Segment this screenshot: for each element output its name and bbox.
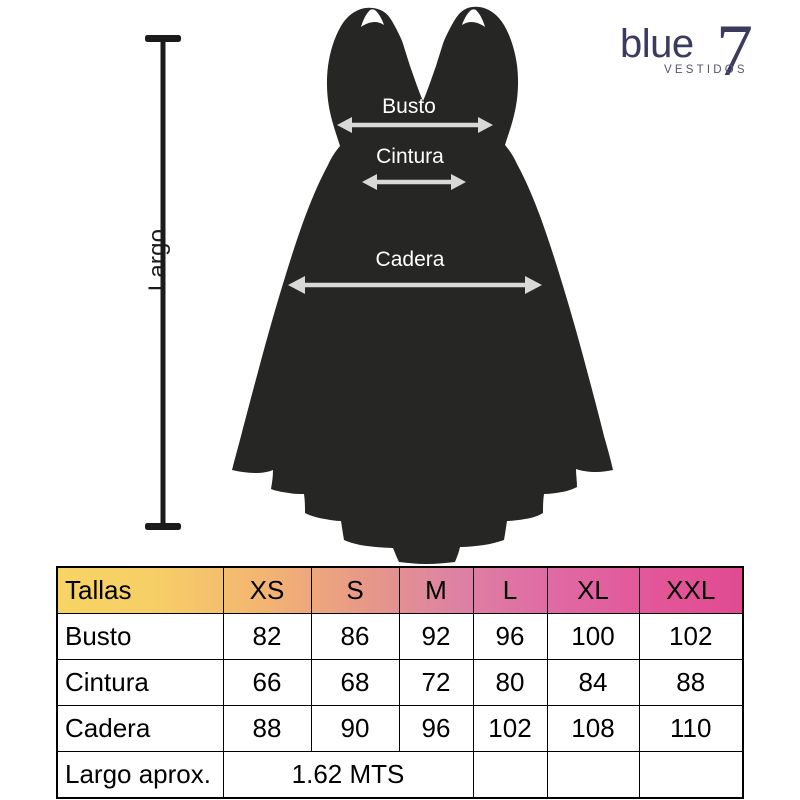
cell-busto-l: 96 bbox=[472, 613, 548, 660]
cell-cadera-xs: 88 bbox=[222, 705, 312, 752]
cell-cintura-l: 80 bbox=[472, 659, 548, 706]
column-header-xxl: XXL bbox=[638, 566, 744, 614]
largo-ruler-icon bbox=[145, 35, 181, 530]
cell-largo-aprox-value: 1.62 MTS bbox=[222, 751, 474, 799]
row-label-largo-aprox: Largo aprox. bbox=[56, 751, 224, 799]
row-label-busto: Busto bbox=[56, 613, 224, 660]
cell-cintura-xxl: 88 bbox=[638, 659, 744, 706]
cell-cadera-m: 96 bbox=[398, 705, 474, 752]
brand-tagline-text: VESTIDOS bbox=[664, 64, 748, 76]
cadera-label: Cadera bbox=[375, 248, 445, 271]
cell-cintura-xl: 84 bbox=[546, 659, 640, 706]
cell-largo-spacer-1 bbox=[472, 751, 548, 799]
cell-busto-xs: 82 bbox=[222, 613, 312, 660]
column-header-xl: XL bbox=[546, 566, 640, 614]
column-header-m: M bbox=[398, 566, 474, 614]
largo-label: Largo bbox=[144, 228, 171, 292]
table-row: Cadera 88 90 96 102 108 110 bbox=[56, 705, 744, 752]
cell-cadera-xl: 108 bbox=[546, 705, 640, 752]
brand-logo: blue 7 VESTIDOS bbox=[612, 14, 792, 90]
cell-largo-spacer-3 bbox=[638, 751, 744, 799]
cell-busto-xxl: 102 bbox=[638, 613, 744, 660]
cell-cadera-l: 102 bbox=[472, 705, 548, 752]
cell-busto-s: 86 bbox=[310, 613, 400, 660]
cintura-arrow-icon bbox=[362, 174, 466, 190]
cell-largo-spacer-2 bbox=[546, 751, 640, 799]
brand-numeral-text: 7 bbox=[716, 10, 753, 92]
size-chart-table: Tallas XS S M L XL XXL Busto 82 86 92 96… bbox=[56, 566, 744, 799]
column-header-l: L bbox=[472, 566, 548, 614]
row-label-cintura: Cintura bbox=[56, 659, 224, 706]
cell-cintura-s: 68 bbox=[310, 659, 400, 706]
largo-measure-ruler: Largo bbox=[126, 28, 202, 538]
table-row: Cintura 66 68 72 80 84 88 bbox=[56, 659, 744, 706]
busto-arrow-icon bbox=[337, 117, 493, 133]
cell-cintura-xs: 66 bbox=[222, 659, 312, 706]
cell-cintura-m: 72 bbox=[398, 659, 474, 706]
column-header-xs: XS bbox=[222, 566, 312, 614]
cadera-arrow-icon bbox=[288, 276, 542, 294]
column-header-tallas: Tallas bbox=[56, 566, 224, 614]
column-header-s: S bbox=[310, 566, 400, 614]
row-label-cadera: Cadera bbox=[56, 705, 224, 752]
table-header-row: Tallas XS S M L XL XXL bbox=[56, 566, 744, 614]
dress-illustration bbox=[210, 0, 630, 570]
cell-busto-xl: 100 bbox=[546, 613, 640, 660]
cell-cadera-xxl: 110 bbox=[638, 705, 744, 752]
cell-busto-m: 92 bbox=[398, 613, 474, 660]
brand-name-text: blue bbox=[620, 22, 694, 66]
table-row: Busto 82 86 92 96 100 102 bbox=[56, 613, 744, 660]
dress-silhouette-icon bbox=[232, 6, 613, 564]
cell-cadera-s: 90 bbox=[310, 705, 400, 752]
busto-label: Busto bbox=[382, 95, 436, 118]
table-row: Largo aprox. 1.62 MTS bbox=[56, 751, 744, 799]
cintura-label: Cintura bbox=[376, 145, 444, 168]
